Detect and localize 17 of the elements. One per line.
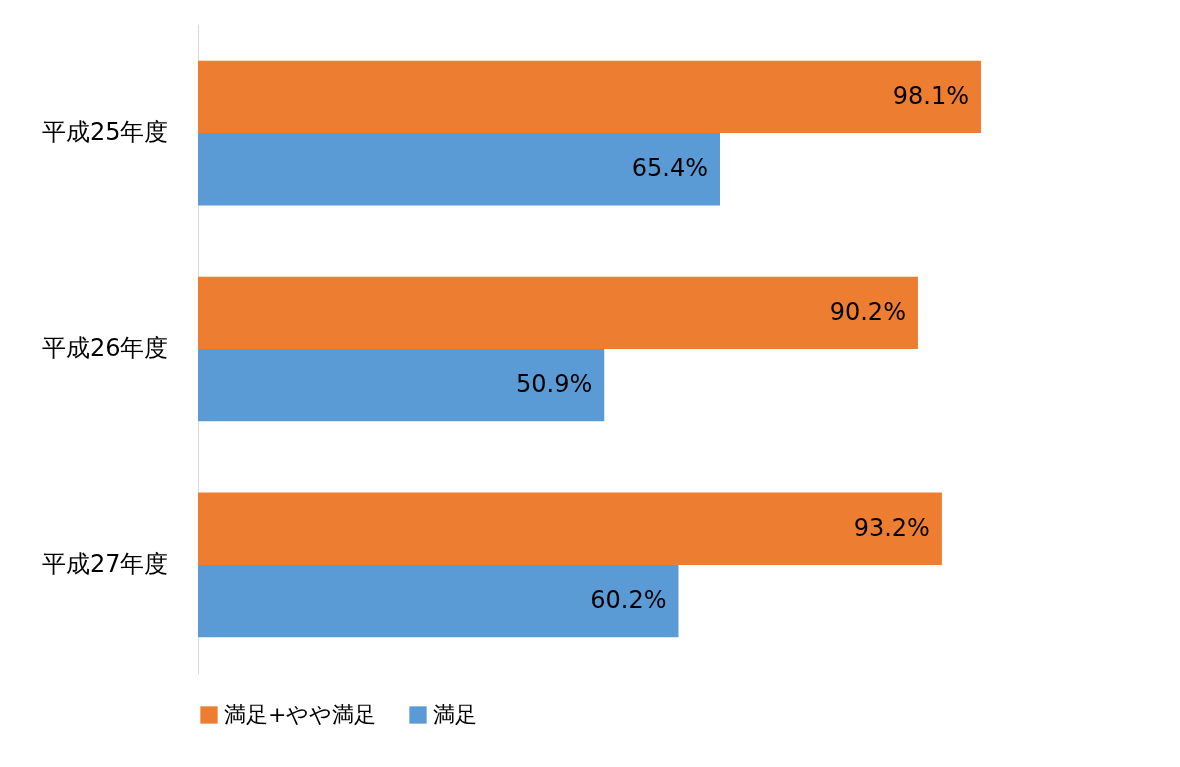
data-label: 93.2% — [853, 513, 930, 542]
y-tick-label: 平成27年度 — [41, 549, 169, 578]
bar — [198, 564, 679, 638]
bar — [198, 349, 605, 422]
y-tick-label: 平成25年度 — [41, 118, 169, 147]
data-label: 50.9% — [516, 370, 593, 399]
bar — [198, 492, 942, 565]
legend-label: 満足 — [433, 702, 477, 727]
bar — [198, 60, 981, 134]
bar — [198, 133, 720, 206]
data-label: 65.4% — [631, 154, 708, 183]
data-label: 98.1% — [892, 81, 969, 110]
y-tick-label: 平成26年度 — [41, 334, 169, 362]
legend-label: 満足+やや満足 — [224, 702, 377, 727]
data-label: 60.2% — [590, 586, 667, 615]
data-label: 90.2% — [829, 297, 906, 326]
bar — [198, 276, 918, 349]
